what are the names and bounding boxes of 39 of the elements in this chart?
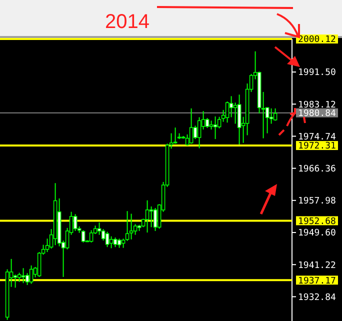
candlestick [81, 230, 86, 243]
y-tick-label: 1941.22 [298, 260, 336, 271]
y-tick-label: 1932.84 [298, 292, 336, 303]
candlestick [37, 252, 42, 278]
candlestick [45, 238, 50, 253]
candlestick [29, 264, 34, 284]
candlestick [273, 108, 278, 122]
candlestick [113, 236, 118, 248]
candlestick [173, 127, 178, 144]
candlestick [153, 208, 158, 232]
ref-line-label: 1972.31 [298, 142, 336, 152]
candlestick [189, 108, 194, 144]
y-tick-label: 1991.50 [298, 68, 336, 78]
y-tick-label: 1974.74 [298, 132, 336, 142]
candlestick [205, 117, 210, 128]
candlestick [109, 236, 114, 249]
y-tick-label: 1983.12 [298, 100, 336, 110]
y-tick-label: 1957.98 [298, 196, 336, 207]
candlestick [21, 268, 26, 284]
candlestick [129, 213, 134, 240]
candlestick [233, 102, 238, 124]
ref-line-label: 1980.84 [298, 109, 336, 119]
candlestick [197, 116, 202, 149]
candlestick [89, 230, 94, 243]
candlestick [229, 96, 234, 118]
candlestick [213, 116, 218, 140]
candlestick [237, 94, 242, 145]
ref-line-label: 2000.12 [298, 35, 336, 46]
y-tick-label: 1966.36 [298, 164, 336, 174]
candlestick [97, 222, 102, 236]
candlestick [105, 231, 110, 248]
ref-line-label: 1952.68 [298, 216, 336, 227]
ref-line-label: 1937.17 [298, 276, 336, 286]
candlestick [145, 200, 150, 234]
text: 2014 [105, 11, 150, 33]
candlestick [73, 214, 78, 232]
candlestick [225, 101, 230, 124]
candlestick [149, 206, 154, 228]
y-tick-label: 1949.60 [298, 228, 336, 239]
